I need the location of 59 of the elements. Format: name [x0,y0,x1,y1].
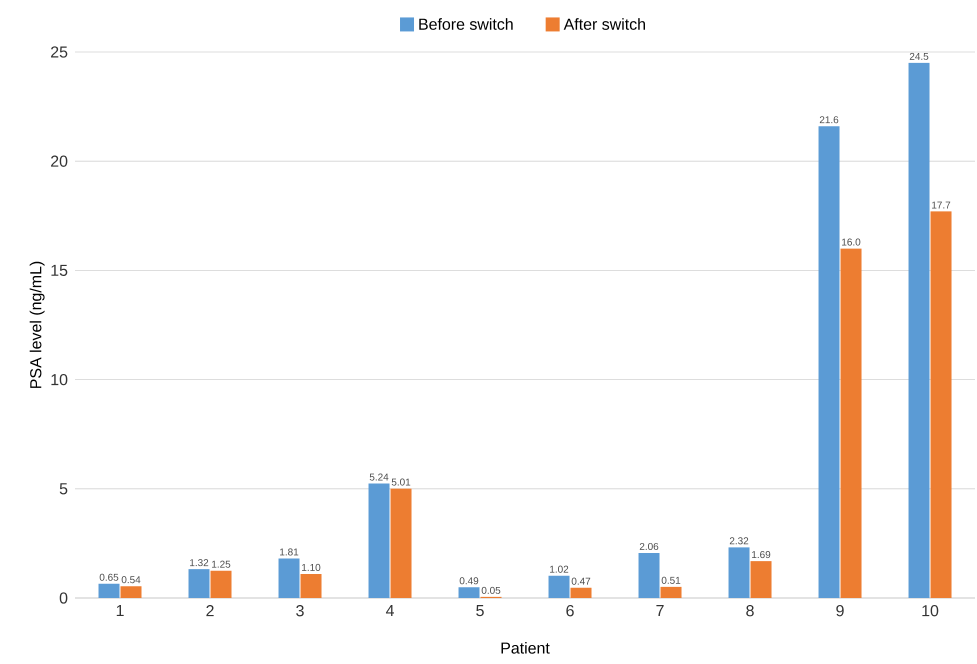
data-label: 1.69 [752,551,770,558]
x-tick-label: 10 [922,605,938,616]
y-tick-label: 20 [51,156,68,167]
bar [840,248,862,598]
data-label: 0.05 [482,586,500,594]
bar [458,587,480,598]
y-tick-label: 5 [60,483,68,494]
bar [368,484,390,598]
bar [750,561,772,598]
data-label: 5.01 [392,478,410,486]
bar [570,588,592,598]
legend-label: After switch [564,18,645,30]
bar [908,62,930,598]
data-label: 0.47 [572,578,590,585]
x-tick-label: 8 [746,605,754,616]
data-label: 5.24 [370,474,388,481]
data-label: 1.32 [190,559,208,566]
y-tick-label: 25 [51,46,68,58]
bar [210,570,232,598]
data-label: 16.0 [842,238,860,246]
data-label: 24.5 [910,52,928,60]
data-label: 2.32 [730,537,748,544]
bar [278,558,300,598]
y-tick-label: 15 [51,264,68,276]
x-tick-label: 3 [296,605,304,616]
data-label: 2.06 [640,542,658,550]
x-tick-label: 9 [836,605,844,616]
data-label: 1.25 [212,560,230,568]
data-label: 1.81 [280,548,298,556]
data-label: 0.54 [122,576,140,584]
bar [188,569,210,598]
y-tick-label: 0 [60,592,68,604]
bar [638,553,660,598]
x-tick-label: 6 [566,605,574,616]
bar [660,586,682,598]
data-label: 0.49 [460,577,478,584]
x-tick-label: 7 [656,605,664,616]
x-tick-label: 1 [116,605,124,616]
data-label: 1.02 [550,566,568,573]
y-tick-label: 10 [51,374,68,386]
data-label: 21.6 [820,116,838,124]
bar [120,586,142,598]
bar [728,547,750,598]
x-tick-label: 5 [476,605,484,616]
x-tick-label: 2 [206,605,214,616]
bar [548,576,570,598]
data-label: 0.51 [662,576,680,584]
y-axis-title: PSA level (ng/mL) [30,262,45,388]
data-label: 1.10 [302,564,320,571]
data-label: 0.65 [100,574,118,581]
bar [930,211,952,598]
legend-label: Before switch [419,18,513,30]
x-tick-label: 4 [386,605,394,616]
x-axis-title: Patient [502,642,550,654]
bar [818,126,840,598]
data-label: 17.7 [932,202,950,208]
bar [98,584,120,598]
bar [390,488,412,598]
bar [300,574,322,598]
